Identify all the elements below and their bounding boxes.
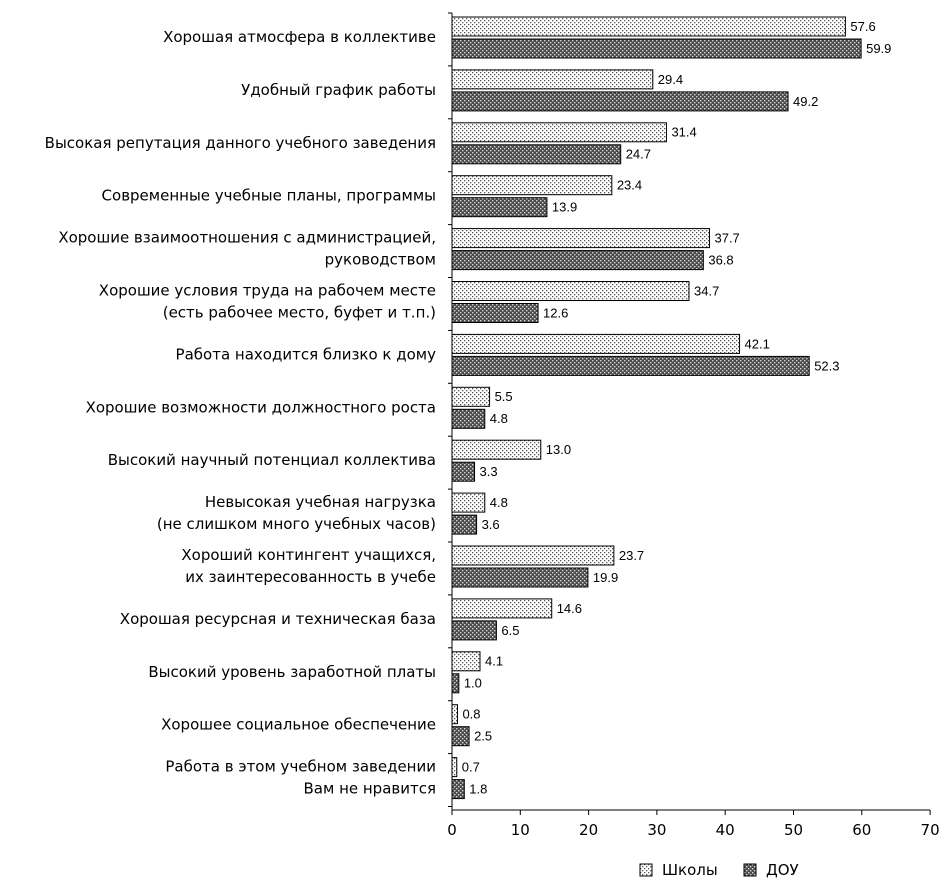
category-label: Хорошее социальное обеспечение xyxy=(161,716,436,734)
value-label: 13.0 xyxy=(546,442,571,457)
bar-schools xyxy=(451,175,613,196)
value-label: 49.2 xyxy=(793,94,818,109)
bar-dou xyxy=(451,250,704,271)
bar-schools xyxy=(451,651,481,672)
value-label: 4.8 xyxy=(490,495,508,510)
category-label: Высокий уровень заработной платы xyxy=(148,663,436,681)
bar-schools xyxy=(451,281,690,301)
bar-schools xyxy=(451,69,654,90)
bar-dou xyxy=(451,514,478,535)
legend-swatch-dou xyxy=(743,863,757,877)
x-tick-label: 0 xyxy=(447,821,457,839)
bar-dou xyxy=(451,673,460,694)
value-label: 1.8 xyxy=(469,782,487,797)
x-tick-label: 40 xyxy=(716,821,735,839)
value-label: 59.9 xyxy=(866,41,891,56)
category-label: Хорошие возможности должностного роста xyxy=(86,398,436,416)
bar-dou xyxy=(451,197,548,218)
bar-schools xyxy=(451,228,710,249)
category-label: Хорошая ресурсная и техническая база xyxy=(120,610,436,628)
category-label: Хороший контингент учащихся, xyxy=(181,546,436,564)
bar-schools xyxy=(451,757,458,778)
bar-dou xyxy=(451,38,862,59)
axes: 0 10 20 30 40 50 60 70 xyxy=(447,12,940,839)
value-label: 3.3 xyxy=(480,464,498,479)
value-label: 36.8 xyxy=(708,253,733,268)
value-label: 4.1 xyxy=(485,654,503,669)
value-label: 0.7 xyxy=(462,760,480,775)
category-labels: Хорошая атмосфера в коллективе Удобный гр… xyxy=(45,28,436,798)
value-label: 23.7 xyxy=(619,548,644,563)
legend-swatch-schools xyxy=(639,863,653,877)
x-tick-label: 50 xyxy=(784,821,803,839)
category-label: Хорошие взаимоотношения с администрацией… xyxy=(58,229,436,247)
value-labels: 57.6 59.9 29.4 49.2 31.4 24.7 23.4 13.9 37.7 36.8… xyxy=(462,19,892,797)
bar-schools xyxy=(451,333,741,354)
x-tick-label: 10 xyxy=(511,821,530,839)
value-label: 12.6 xyxy=(543,305,568,320)
value-label: 24.7 xyxy=(626,147,651,162)
value-label: 1.0 xyxy=(464,676,482,691)
value-label: 23.4 xyxy=(617,178,642,193)
value-label: 5.5 xyxy=(495,389,513,404)
category-label: (есть рабочее место, буфет и т.п.) xyxy=(163,304,436,322)
value-label: 3.6 xyxy=(482,517,500,532)
bar-schools xyxy=(451,598,553,619)
x-tick-label: 20 xyxy=(579,821,598,839)
bar-dou xyxy=(451,355,810,376)
category-label: (не слишком много учебных часов) xyxy=(157,515,436,533)
value-label: 52.3 xyxy=(814,358,839,373)
x-tick-label: 70 xyxy=(921,821,940,839)
category-label: Высокая репутация данного учебного завед… xyxy=(45,134,436,152)
value-label: 34.7 xyxy=(694,283,719,298)
bar-schools xyxy=(451,439,542,460)
value-label: 42.1 xyxy=(745,336,770,351)
category-label: Работа в этом учебном заведении xyxy=(165,758,436,776)
value-label: 2.5 xyxy=(474,729,492,744)
legend: Школы ДОУ xyxy=(639,861,799,879)
bars xyxy=(451,16,862,800)
legend-label: Школы xyxy=(662,861,718,879)
category-label: их заинтересованность в учебе xyxy=(185,568,436,586)
bar-dou xyxy=(451,726,470,747)
category-label: Хорошие условия труда на рабочем месте xyxy=(99,282,436,300)
category-label: Современные учебные планы, программы xyxy=(102,187,436,205)
x-tick-label: 30 xyxy=(647,821,666,839)
category-label: Высокий научный потенциал коллектива xyxy=(108,451,436,469)
value-label: 29.4 xyxy=(658,72,683,87)
bar-schools xyxy=(451,492,486,513)
x-tick-label: 60 xyxy=(852,821,871,839)
bar-schools xyxy=(451,545,615,566)
value-label: 57.6 xyxy=(850,19,875,34)
value-label: 31.4 xyxy=(671,125,696,140)
bar-schools xyxy=(451,704,458,725)
bar-dou xyxy=(451,620,497,641)
value-label: 0.8 xyxy=(462,707,480,722)
value-label: 37.7 xyxy=(714,231,739,246)
value-label: 19.9 xyxy=(593,570,618,585)
bar-schools xyxy=(451,386,491,407)
value-label: 4.8 xyxy=(490,411,508,426)
value-label: 6.5 xyxy=(501,623,519,638)
category-label: Хорошая атмосфера в коллективе xyxy=(163,28,436,46)
bar-dou xyxy=(451,91,789,112)
category-label: Вам не нравится xyxy=(304,780,437,798)
bar-dou xyxy=(451,303,539,323)
bar-dou xyxy=(451,144,622,165)
value-label: 13.9 xyxy=(552,200,577,215)
category-label: Работа находится близко к дому xyxy=(176,345,437,363)
bar-schools xyxy=(451,16,846,37)
value-label: 14.6 xyxy=(557,601,582,616)
legend-label: ДОУ xyxy=(766,861,799,879)
category-label: Удобный график работы xyxy=(241,81,436,99)
bar-dou xyxy=(451,779,465,800)
category-label: руководством xyxy=(325,251,436,269)
category-label: Невысокая учебная нагрузка xyxy=(205,493,436,511)
bar-schools xyxy=(451,122,667,143)
bar-dou xyxy=(451,461,476,482)
bar-dou xyxy=(451,567,589,588)
bar-dou xyxy=(451,408,486,429)
